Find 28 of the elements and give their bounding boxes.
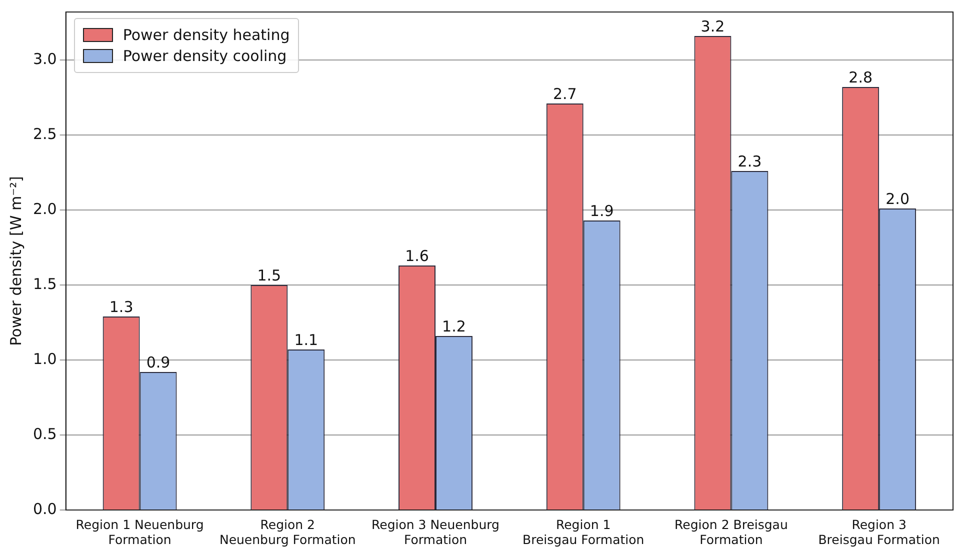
x-tick-label: Region 1 Breisgau Formation [522, 516, 644, 547]
y-tick-label: 3.0 [32, 50, 57, 68]
y-tick-label: 2.0 [32, 200, 57, 218]
y-tick-label: 2.5 [32, 124, 57, 143]
x-tick-label: Region 3 Neuenburg Formation [372, 516, 500, 547]
x-tick-label: Region 1 Neuenburg Formation [76, 516, 204, 547]
x-tick-label: Region 3 Breisgau Formation [818, 516, 940, 547]
data-label: 2.0 [886, 190, 910, 208]
data-label: 1.9 [590, 202, 614, 220]
data-label: 1.6 [405, 246, 429, 265]
data-label: 2.3 [738, 152, 762, 170]
x-tick-label: Region 2 Neuenburg Formation [219, 516, 356, 547]
data-label: 1.3 [109, 298, 134, 316]
data-label: 0.9 [146, 353, 170, 372]
data-label: 1.2 [442, 317, 466, 336]
y-tick-label: 0.5 [32, 424, 57, 443]
x-tick-label: Region 2 Breisgau Formation [674, 516, 788, 547]
data-label: 2.8 [848, 68, 873, 86]
data-label: 2.7 [552, 84, 577, 103]
legend-label: Power density cooling [122, 47, 287, 65]
data-label: 1.5 [257, 266, 282, 284]
y-tick-label: 0.0 [32, 500, 57, 518]
data-label: 3.2 [700, 17, 725, 36]
y-tick-label: 1.5 [32, 274, 57, 293]
legend-label: Power density heating [122, 26, 290, 44]
y-tick-label: 1.0 [32, 350, 57, 368]
data-label: 1.1 [294, 330, 318, 349]
y-axis-title: Power density [W m⁻²] [6, 176, 25, 346]
